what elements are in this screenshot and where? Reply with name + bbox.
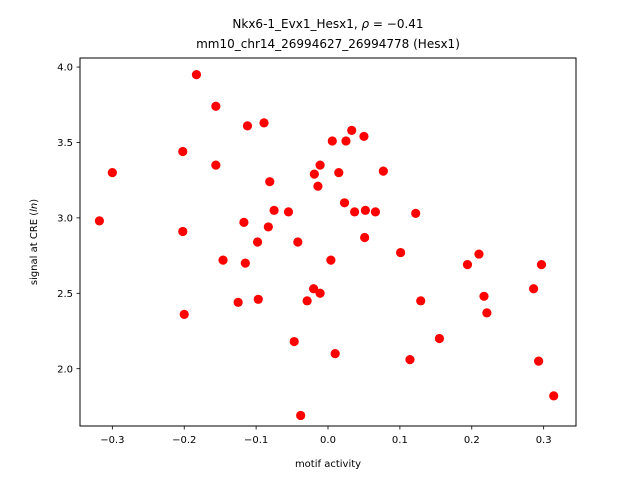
data-point-46 xyxy=(434,333,445,344)
data-point-8 xyxy=(218,255,228,265)
data-point-17 xyxy=(265,177,275,187)
data-point-39 xyxy=(360,205,370,215)
x-tick-label-1: −0.2 xyxy=(172,435,196,446)
x-axis-label: motif activity xyxy=(295,459,361,470)
data-point-0 xyxy=(94,216,105,226)
data-point-6 xyxy=(211,101,221,111)
data-point-9 xyxy=(233,297,243,307)
x-axis-ticks: −0.3 −0.2 −0.1 0.0 0.1 0.2 0.3 xyxy=(100,426,552,446)
data-point-24 xyxy=(309,284,319,294)
data-point-53 xyxy=(536,260,547,270)
data-point-31 xyxy=(330,349,340,359)
chart-title-line1: Nkx6-1_Evx1_Hesx1, ρ = −0.41 xyxy=(232,17,423,31)
data-point-11 xyxy=(240,258,250,268)
data-point-23 xyxy=(302,296,312,306)
data-point-19 xyxy=(283,207,294,217)
y-tick-label-3: 3.5 xyxy=(57,138,73,149)
data-point-22 xyxy=(296,410,306,421)
y-tick-label-2: 3.0 xyxy=(57,213,73,224)
data-point-16 xyxy=(263,222,273,232)
plot-frame xyxy=(79,57,577,427)
data-point-10 xyxy=(239,217,249,227)
data-point-37 xyxy=(359,131,369,142)
data-point-7 xyxy=(211,160,221,170)
x-tick-label-6: 0.3 xyxy=(536,435,552,446)
data-point-50 xyxy=(482,308,492,318)
data-point-47 xyxy=(462,260,473,270)
data-point-40 xyxy=(370,207,381,217)
data-point-38 xyxy=(360,232,370,243)
data-point-30 xyxy=(327,136,337,146)
data-point-12 xyxy=(242,121,253,131)
data-point-26 xyxy=(313,181,323,191)
data-point-14 xyxy=(253,294,263,304)
data-point-34 xyxy=(341,136,351,146)
data-point-44 xyxy=(411,208,421,218)
data-point-4 xyxy=(178,226,188,237)
data-point-18 xyxy=(269,205,279,215)
x-tick-label-3: 0.0 xyxy=(320,435,336,446)
data-point-51 xyxy=(528,284,539,294)
data-point-27 xyxy=(315,160,325,170)
data-points xyxy=(94,69,559,421)
data-point-13 xyxy=(252,237,263,247)
data-point-49 xyxy=(479,291,489,301)
data-point-45 xyxy=(416,296,426,306)
y-tick-label-1: 2.5 xyxy=(57,289,73,300)
data-point-42 xyxy=(396,247,406,258)
data-point-48 xyxy=(474,249,484,259)
data-point-1 xyxy=(107,168,117,178)
x-tick-label-4: 0.1 xyxy=(392,435,408,446)
data-point-29 xyxy=(326,255,336,265)
data-point-36 xyxy=(350,207,360,217)
data-point-33 xyxy=(339,198,350,208)
y-tick-label-0: 2.0 xyxy=(57,364,73,375)
data-point-2 xyxy=(191,69,202,80)
data-point-54 xyxy=(549,391,559,401)
data-point-28 xyxy=(315,288,325,298)
data-point-32 xyxy=(334,168,344,178)
data-point-25 xyxy=(309,169,319,179)
data-point-41 xyxy=(378,166,388,176)
x-tick-label-0: −0.3 xyxy=(100,435,124,446)
data-point-52 xyxy=(534,356,544,366)
x-tick-label-2: −0.1 xyxy=(244,435,268,446)
data-point-35 xyxy=(347,125,357,135)
x-tick-label-5: 0.2 xyxy=(464,435,480,446)
data-point-43 xyxy=(405,355,415,365)
data-point-5 xyxy=(179,309,189,319)
data-point-21 xyxy=(293,237,303,247)
data-point-3 xyxy=(178,146,188,157)
y-tick-label-4: 4.0 xyxy=(57,63,73,74)
y-axis-ticks: 2.0 2.5 3.0 3.5 4.0 xyxy=(57,63,80,375)
y-axis-label: signal at CRE (ln) xyxy=(29,199,40,285)
data-point-20 xyxy=(289,336,299,347)
chart-title-line2: mm10_chr14_26994627_26994778 (Hesx1) xyxy=(196,37,460,51)
data-point-15 xyxy=(259,118,269,128)
